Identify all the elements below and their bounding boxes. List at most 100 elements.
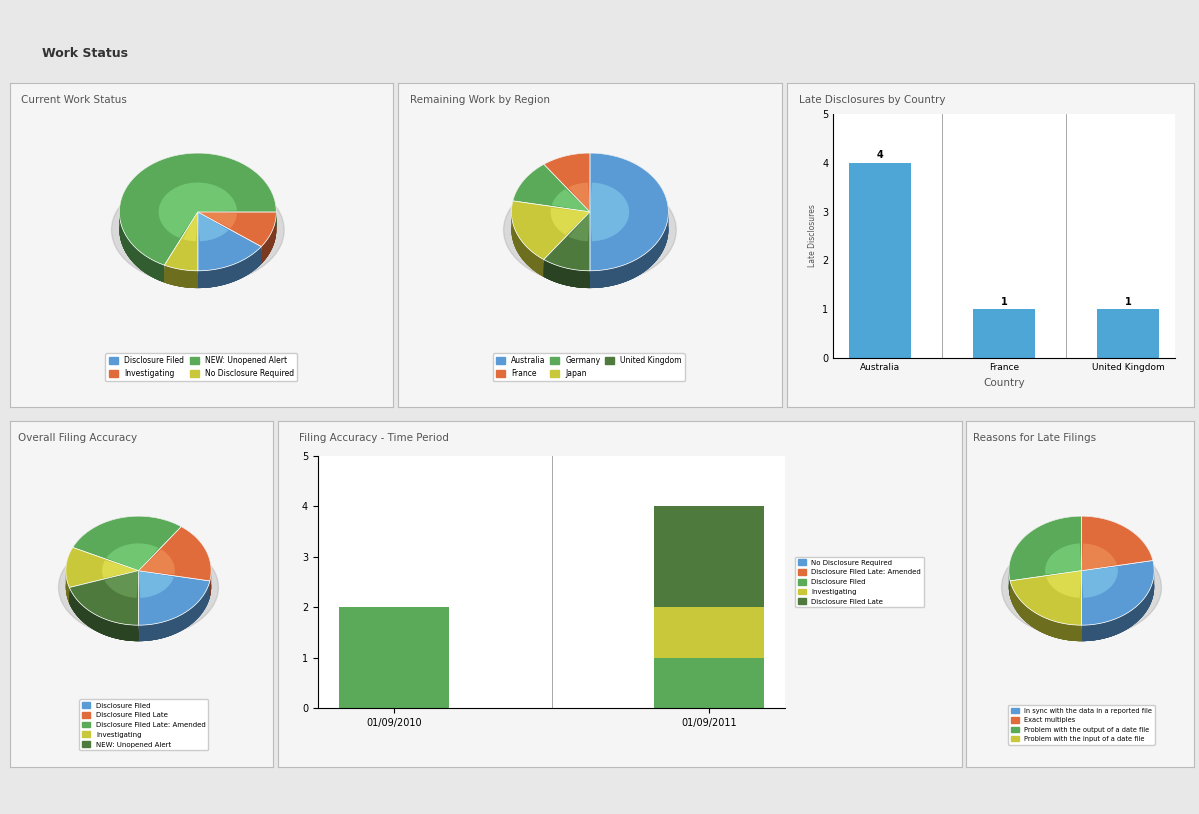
Bar (974, 309, 1035, 358)
Polygon shape (164, 279, 198, 288)
Ellipse shape (1001, 536, 1162, 638)
Polygon shape (1047, 571, 1081, 598)
Text: Reasons for Late Filings: Reasons for Late Filings (974, 433, 1096, 443)
Polygon shape (261, 212, 276, 264)
Polygon shape (544, 263, 590, 288)
Polygon shape (66, 560, 73, 603)
Bar (653, 658, 764, 708)
Polygon shape (198, 264, 261, 288)
Polygon shape (70, 603, 138, 641)
Polygon shape (513, 164, 544, 218)
Polygon shape (73, 532, 181, 563)
Polygon shape (164, 269, 198, 288)
Polygon shape (158, 182, 237, 238)
Polygon shape (1081, 561, 1155, 625)
Polygon shape (198, 260, 261, 288)
Polygon shape (544, 167, 590, 182)
Polygon shape (1081, 519, 1153, 576)
Polygon shape (198, 257, 261, 288)
Polygon shape (120, 167, 276, 282)
Polygon shape (164, 276, 198, 288)
Polygon shape (138, 571, 210, 625)
Polygon shape (512, 215, 544, 277)
Polygon shape (544, 260, 590, 288)
Polygon shape (70, 588, 138, 641)
Polygon shape (73, 526, 181, 563)
Polygon shape (138, 597, 210, 641)
Polygon shape (181, 533, 211, 597)
Polygon shape (513, 168, 544, 218)
Polygon shape (1010, 597, 1081, 641)
Text: Regulatory Risk: Regulatory Risk (42, 389, 152, 402)
Polygon shape (181, 530, 211, 597)
Legend: Disclosure Filed, Disclosure Filed Late, Disclosure Filed Late: Amended, Investi: Disclosure Filed, Disclosure Filed Late,… (79, 699, 209, 751)
Polygon shape (1010, 587, 1081, 641)
Polygon shape (198, 212, 276, 247)
Polygon shape (198, 253, 261, 288)
Polygon shape (70, 597, 138, 641)
Text: 4: 4 (876, 151, 884, 160)
Polygon shape (552, 189, 590, 212)
Polygon shape (590, 153, 668, 288)
Legend: Disclosure Filed, Investigating, NEW: Unopened Alert, No Disclosure Required: Disclosure Filed, Investigating, NEW: Un… (106, 353, 297, 381)
Polygon shape (66, 548, 73, 603)
Polygon shape (138, 527, 211, 581)
Polygon shape (120, 170, 276, 282)
Polygon shape (1008, 532, 1081, 597)
Polygon shape (1081, 516, 1153, 571)
Polygon shape (544, 160, 590, 182)
Polygon shape (513, 164, 590, 212)
Polygon shape (138, 549, 175, 575)
Polygon shape (544, 170, 590, 182)
Polygon shape (1010, 581, 1081, 641)
Polygon shape (66, 557, 73, 603)
Polygon shape (590, 156, 668, 288)
Polygon shape (164, 282, 198, 288)
Polygon shape (181, 527, 211, 597)
Bar (653, 506, 764, 607)
Polygon shape (512, 201, 590, 260)
Polygon shape (544, 277, 590, 288)
Polygon shape (512, 201, 544, 277)
Polygon shape (512, 208, 544, 277)
Polygon shape (544, 153, 590, 182)
Legend: In sync with the data in a reported file, Exact multiples, Problem with the outp: In sync with the data in a reported file… (1008, 705, 1155, 745)
Polygon shape (550, 208, 590, 235)
Polygon shape (1081, 563, 1155, 641)
Polygon shape (70, 600, 138, 641)
Polygon shape (1010, 571, 1081, 625)
Legend: Australia, France, Germany, Japan, United Kingdom: Australia, France, Germany, Japan, Unite… (493, 353, 685, 381)
Polygon shape (261, 219, 276, 264)
Polygon shape (181, 540, 211, 597)
Polygon shape (181, 536, 211, 597)
Polygon shape (512, 212, 544, 277)
Polygon shape (513, 182, 544, 218)
Polygon shape (120, 153, 276, 282)
Polygon shape (261, 222, 276, 264)
Polygon shape (198, 247, 261, 288)
Polygon shape (1008, 529, 1081, 597)
Polygon shape (590, 167, 668, 288)
Polygon shape (198, 212, 228, 241)
Polygon shape (1081, 573, 1155, 641)
Polygon shape (512, 218, 544, 277)
Polygon shape (73, 516, 181, 571)
Polygon shape (568, 182, 590, 212)
Polygon shape (198, 212, 261, 271)
Polygon shape (198, 250, 261, 288)
Polygon shape (73, 523, 181, 563)
Polygon shape (261, 230, 276, 264)
Ellipse shape (112, 175, 284, 285)
Polygon shape (544, 156, 590, 182)
Polygon shape (66, 548, 138, 588)
Text: 1: 1 (1125, 297, 1132, 307)
Polygon shape (568, 212, 590, 241)
Polygon shape (1008, 523, 1081, 597)
Polygon shape (590, 160, 668, 288)
Polygon shape (1008, 516, 1081, 597)
Polygon shape (544, 153, 590, 212)
Polygon shape (102, 560, 138, 578)
Polygon shape (544, 274, 590, 288)
Polygon shape (1081, 567, 1117, 598)
Polygon shape (164, 265, 198, 288)
